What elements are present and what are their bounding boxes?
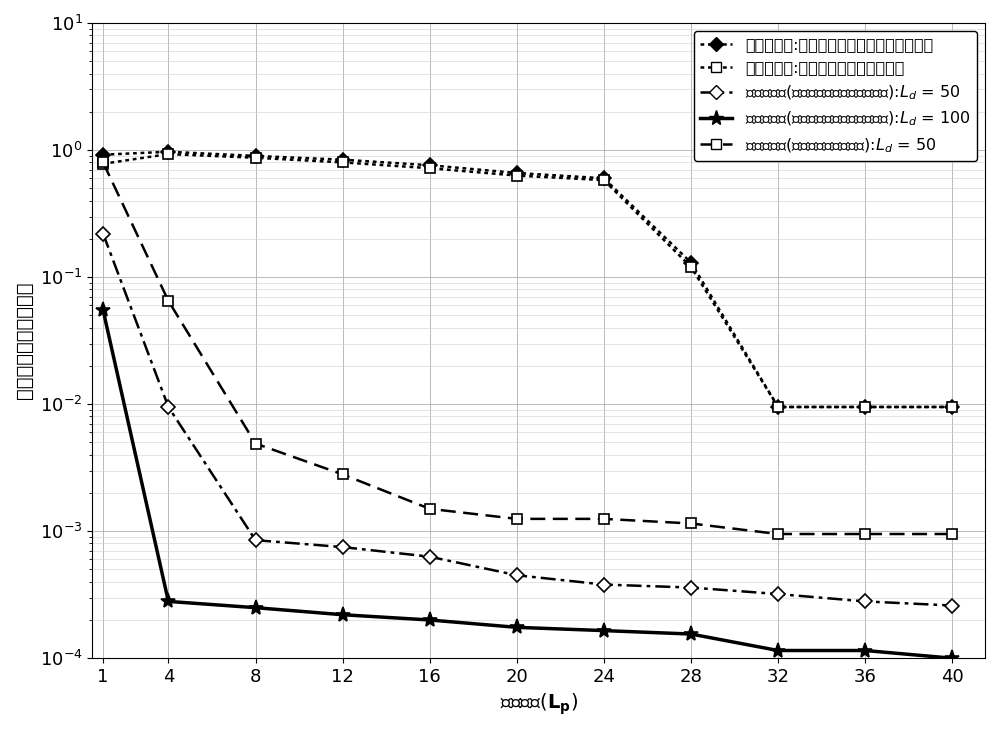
Y-axis label: 归一化信道估计均方差: 归一化信道估计均方差	[15, 282, 34, 400]
X-axis label: 导频长度($\mathbf{L_p}$): 导频长度($\mathbf{L_p}$)	[500, 692, 578, 717]
Legend: 初始化阶段:基于离散傅里叶变换的导频估计, 初始化阶段:基于二元反射的导频估计, 本发明算法(基于离散傅里叶变换初始化):$L_d$ = 50, 本发明算法(基: 初始化阶段:基于离散傅里叶变换的导频估计, 初始化阶段:基于二元反射的导频估计,…	[694, 31, 977, 161]
